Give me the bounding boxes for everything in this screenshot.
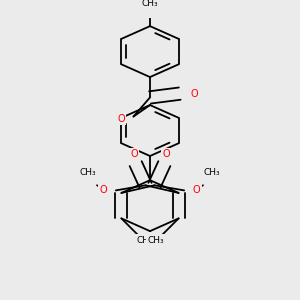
Text: CH₃: CH₃: [142, 0, 158, 8]
Text: NH: NH: [143, 239, 157, 248]
Text: CH₃: CH₃: [136, 236, 153, 244]
Text: O: O: [130, 149, 138, 159]
Text: CH₃: CH₃: [147, 236, 164, 244]
Text: CH₃: CH₃: [80, 168, 96, 177]
Text: O: O: [117, 114, 125, 124]
Text: O: O: [162, 149, 170, 159]
Text: O: O: [193, 185, 200, 195]
Text: O: O: [100, 185, 107, 195]
Text: CH₃: CH₃: [204, 168, 220, 177]
Text: O: O: [191, 88, 198, 99]
